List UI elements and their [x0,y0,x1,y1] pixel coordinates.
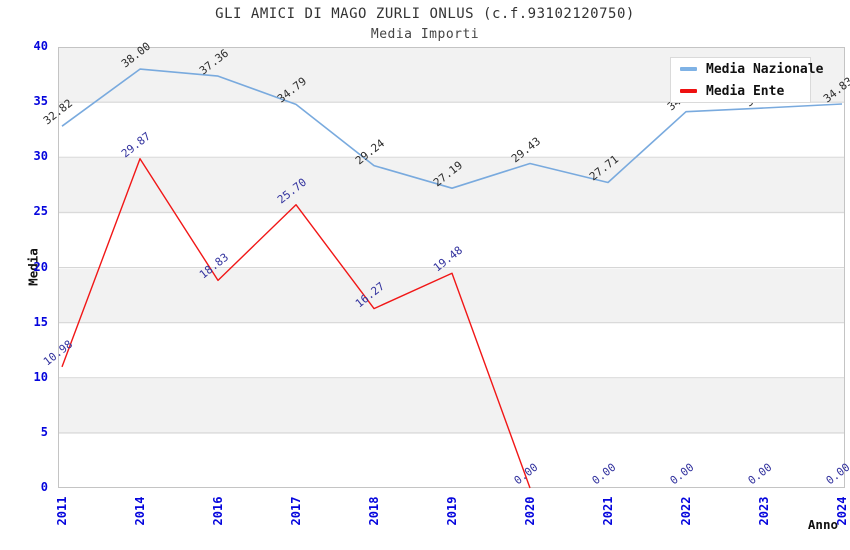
y-tick-label: 0 [40,480,48,494]
x-tick-label: 2019 [445,496,459,526]
legend-item-media-nazionale: Media Nazionale [680,62,823,77]
y-tick-label: 30 [33,149,48,164]
media-nazionale-line-swatch-icon [680,67,697,71]
x-tick-label: 2021 [601,496,615,526]
media-ente-line-swatch-icon [680,89,697,93]
x-tick-label: 2016 [211,496,225,526]
y-tick-label: 10 [33,369,48,384]
x-tick-label: 2020 [523,496,537,526]
x-tick-label: 2011 [55,496,69,526]
x-tick-label: 2023 [757,496,771,526]
x-tick-label: 2014 [133,496,147,526]
chart-subtitle: Media Importi [370,27,480,42]
legend-label: Media Ente [706,83,785,99]
x-tick-label: 2022 [679,496,693,526]
plot-area [58,47,845,488]
x-tick-label: 2017 [289,496,303,526]
legend-item-media-ente: Media Ente [680,84,801,99]
y-tick-label: 40 [33,39,48,53]
x-tick-label: 2024 [835,496,849,526]
y-tick-label: 5 [40,424,48,439]
y-tick-label: 35 [33,94,48,109]
y-tick-label: 25 [33,204,48,219]
legend: Media Nazionale Media Ente [670,57,823,103]
legend-label: Media Nazionale [706,61,824,77]
y-tick-label: 15 [33,314,48,329]
x-tick-label: 2018 [367,496,381,526]
chart-title: GLI AMICI DI MAGO ZURLI ONLUS (c.f.93102… [215,6,635,22]
y-tick-label: 20 [33,259,48,274]
x-axis-title: Anno [807,517,838,532]
